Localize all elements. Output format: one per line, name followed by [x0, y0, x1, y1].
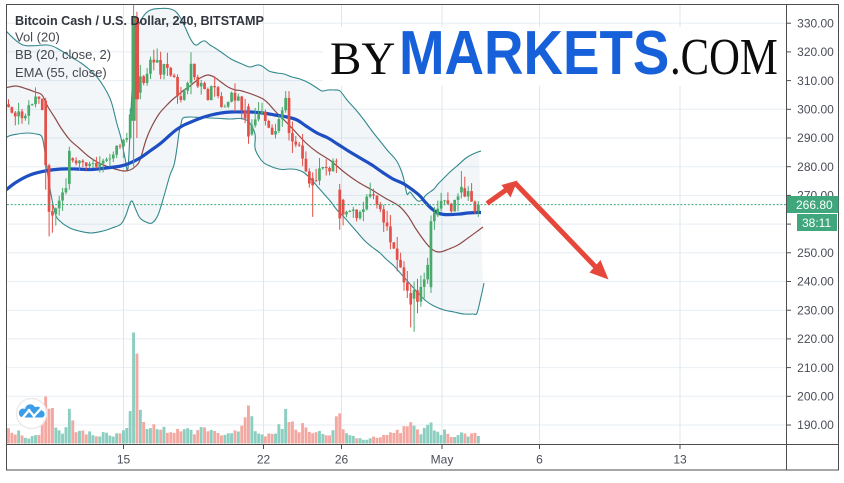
svg-text:22: 22 [257, 453, 271, 467]
svg-text:Bitcoin Cash / U.S. Dollar, 24: Bitcoin Cash / U.S. Dollar, 240, BITSTAM… [15, 14, 264, 28]
svg-text:15: 15 [117, 453, 131, 467]
svg-text:Vol (20): Vol (20) [15, 30, 60, 45]
svg-text:250.00: 250.00 [797, 246, 834, 260]
svg-text:MARKETS: MARKETS [399, 19, 669, 88]
svg-text:210.00: 210.00 [797, 361, 834, 375]
svg-text:BB (20, close, 2): BB (20, close, 2) [15, 47, 111, 62]
svg-text:190.00: 190.00 [797, 418, 834, 432]
svg-text:26: 26 [335, 453, 349, 467]
svg-text:220.00: 220.00 [797, 332, 834, 346]
svg-text:300.00: 300.00 [797, 103, 834, 117]
svg-text:266.80: 266.80 [796, 198, 833, 212]
svg-text:38:11: 38:11 [802, 216, 831, 230]
svg-text:320.00: 320.00 [797, 45, 834, 59]
svg-text:BY: BY [330, 33, 395, 85]
svg-text:310.00: 310.00 [797, 74, 834, 88]
svg-text:240.00: 240.00 [797, 275, 834, 289]
svg-text:13: 13 [673, 453, 687, 467]
svg-text:290.00: 290.00 [797, 131, 834, 145]
svg-text:.COM: .COM [670, 29, 778, 86]
svg-text:280.00: 280.00 [797, 160, 834, 174]
svg-text:6: 6 [536, 453, 543, 467]
svg-text:EMA (55, close): EMA (55, close) [15, 65, 107, 80]
svg-text:May: May [431, 453, 454, 467]
svg-text:230.00: 230.00 [797, 303, 834, 317]
svg-text:200.00: 200.00 [797, 390, 834, 404]
svg-text:330.00: 330.00 [797, 16, 834, 30]
